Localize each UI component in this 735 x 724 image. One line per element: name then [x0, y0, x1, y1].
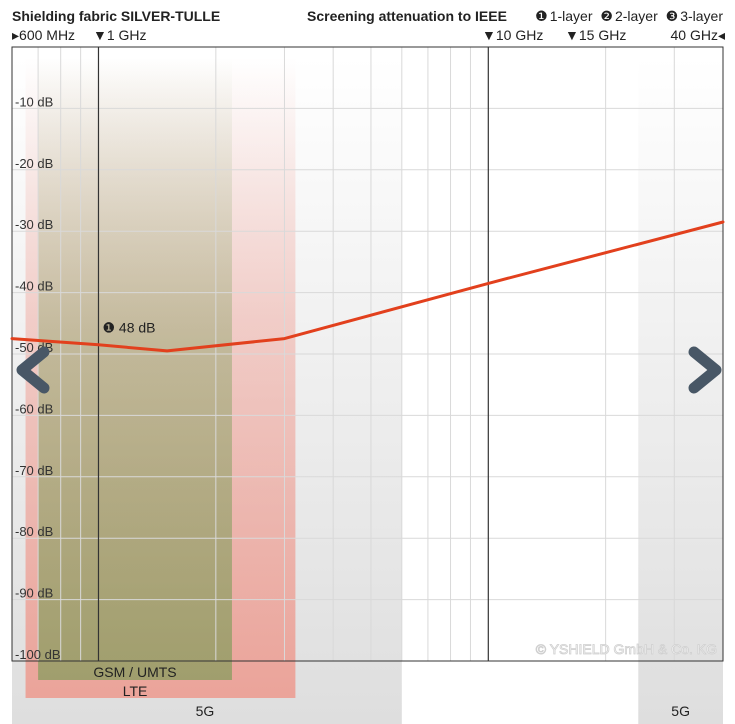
y-tick-label: -20 dB	[15, 156, 53, 171]
freq-marker-1ghz: ▼1 GHz	[93, 27, 147, 43]
y-tick-label: -40 dB	[15, 279, 53, 294]
band-label-1: LTE	[123, 683, 148, 699]
band-label-2: 5G	[196, 703, 215, 719]
chart-subtitle: Screening attenuation to IEEE	[307, 8, 507, 24]
plot-frame	[11, 46, 724, 662]
y-tick-label: -80 dB	[15, 524, 53, 539]
chart-title: Shielding fabric SILVER-TULLE	[12, 8, 221, 24]
layer-2-legend: ❷ 2-layer	[600, 8, 658, 24]
series-line-1-layer	[10, 220, 725, 353]
copyright-watermark: © YSHIELD GmbH & Co. KG	[536, 641, 717, 657]
band-label-0: GSM / UMTS	[93, 664, 176, 680]
annotation-label: ❶ 48 dB	[102, 320, 155, 336]
y-tick-label: -70 dB	[15, 463, 53, 478]
next-arrow[interactable]	[688, 346, 722, 394]
band-5g-3	[638, 57, 723, 724]
freq-marker-10ghz: ▼10 GHz	[482, 27, 544, 43]
layer-3-legend: ❸ 3-layer	[665, 8, 723, 24]
chevron-left-icon	[16, 346, 50, 394]
band-gsm-umts-0	[38, 57, 232, 680]
freq-marker-40ghz: 40 GHz◂	[670, 27, 726, 43]
y-tick-label: -100 dB	[15, 647, 61, 662]
y-tick-label: -60 dB	[15, 401, 53, 416]
prev-arrow[interactable]	[16, 346, 50, 394]
y-tick-label: -10 dB	[15, 94, 53, 109]
freq-marker-15ghz: ▼15 GHz	[565, 27, 627, 43]
band-label-3: 5G	[671, 703, 690, 719]
freq-marker-600mhz: ▸600 MHz	[12, 27, 76, 43]
layer-1-legend: ❶ 1-layer	[535, 8, 593, 24]
y-tick-label: -90 dB	[15, 586, 53, 601]
chevron-right-icon	[688, 346, 722, 394]
y-tick-label: -30 dB	[15, 217, 53, 232]
layer-legend: ❶ 1-layer ❷ 2-layer ❸ 3-layer	[531, 8, 723, 24]
